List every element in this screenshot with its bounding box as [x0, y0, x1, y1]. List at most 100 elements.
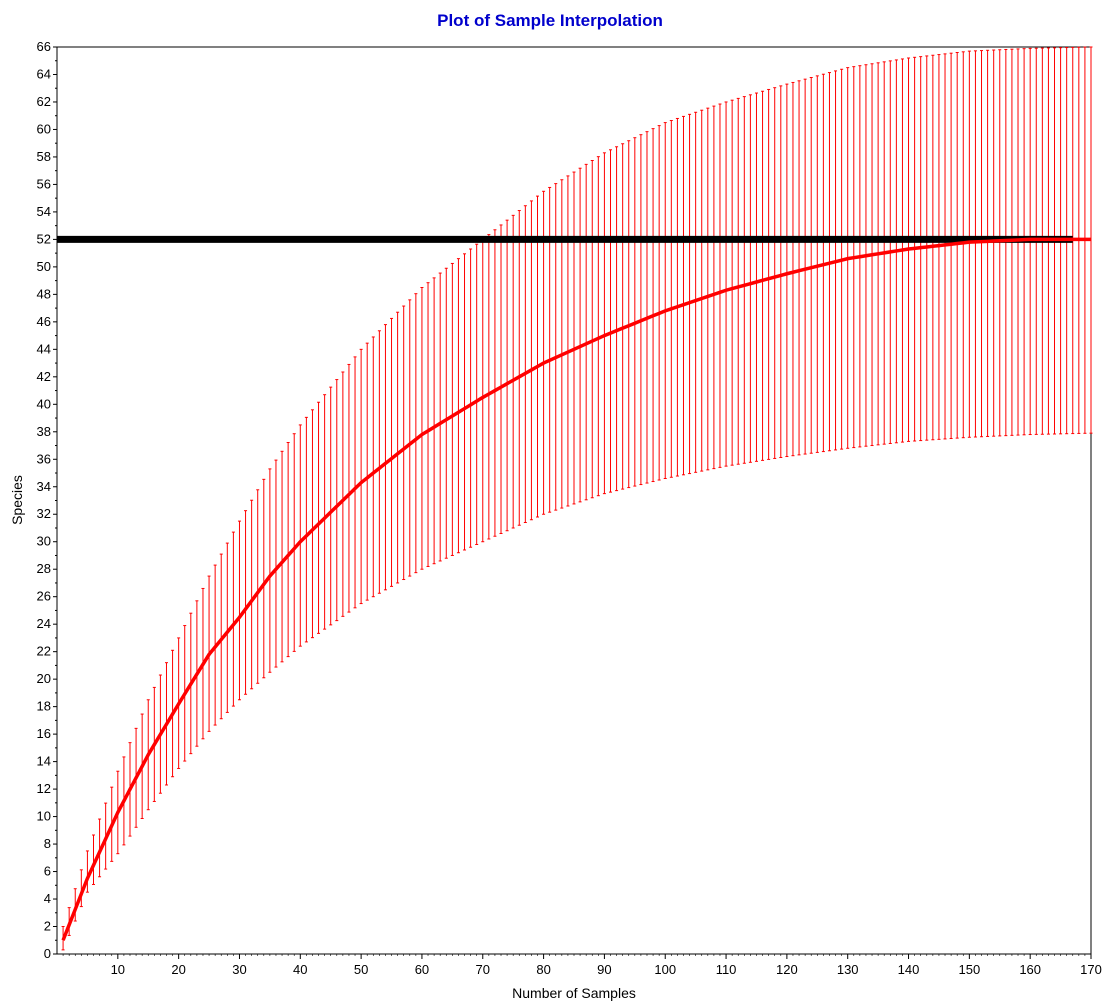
error-bar [487, 234, 491, 540]
error-bar [669, 120, 673, 478]
error-bar [91, 834, 95, 885]
y-tick-label: 20 [37, 671, 51, 686]
error-bar [700, 109, 704, 472]
x-tick-label: 50 [354, 962, 368, 977]
x-tick-label: 20 [171, 962, 185, 977]
error-bar [298, 424, 302, 647]
x-tick-label: 70 [476, 962, 490, 977]
y-tick-label: 28 [37, 561, 51, 576]
error-bar [955, 51, 959, 439]
y-tick-label: 2 [44, 919, 51, 934]
error-bar [809, 77, 813, 454]
x-tick-label: 40 [293, 962, 307, 977]
y-tick-label: 50 [37, 259, 51, 274]
error-bar [560, 179, 564, 509]
error-bar [815, 75, 819, 453]
y-tick-label: 10 [37, 809, 51, 824]
chart-title: Plot of Sample Interpolation [437, 11, 663, 30]
error-bar [371, 336, 375, 598]
error-bar [688, 113, 692, 475]
error-bar [761, 90, 765, 461]
error-bar [231, 531, 235, 707]
error-bar [633, 137, 637, 487]
error-bar [244, 510, 248, 695]
y-tick-label: 54 [37, 204, 51, 219]
error-bar [754, 92, 758, 462]
error-bar [566, 175, 570, 507]
x-tick-label: 170 [1080, 962, 1102, 977]
y-tick-label: 8 [44, 836, 51, 851]
error-bar [572, 171, 576, 505]
error-bar [639, 134, 643, 486]
y-tick-label: 60 [37, 121, 51, 136]
error-bar [773, 87, 777, 459]
error-bars [61, 46, 1093, 951]
error-bar [706, 107, 710, 471]
error-bar [986, 49, 990, 437]
error-bar [785, 83, 789, 458]
error-bar [712, 105, 716, 470]
error-bar [554, 183, 558, 511]
error-bar [523, 205, 527, 523]
y-axis-title: Species [9, 475, 25, 525]
error-bar [657, 125, 661, 481]
error-bar [681, 115, 685, 476]
error-bar [274, 459, 278, 668]
y-tick-label: 18 [37, 699, 51, 714]
y-tick-label: 66 [37, 39, 51, 54]
error-bar [602, 152, 606, 495]
error-bar [675, 117, 679, 477]
x-axis-title: Number of Samples [512, 985, 636, 1001]
x-tick-label: 90 [597, 962, 611, 977]
y-tick-label: 22 [37, 644, 51, 659]
error-bar [444, 267, 448, 559]
error-bar [408, 299, 412, 577]
y-tick-label: 24 [37, 616, 51, 631]
error-bar [383, 324, 387, 591]
x-tick-label: 160 [1019, 962, 1041, 977]
x-tick-label: 80 [536, 962, 550, 977]
error-bar [377, 330, 381, 594]
error-bar [463, 253, 467, 551]
error-bar [992, 49, 996, 437]
error-bar [286, 442, 290, 658]
error-bar [493, 229, 497, 537]
y-tick-label: 36 [37, 451, 51, 466]
x-tick-label: 100 [654, 962, 676, 977]
error-bar [414, 293, 418, 574]
error-bar [268, 468, 272, 673]
error-bar [724, 101, 728, 467]
error-bar [481, 238, 485, 543]
error-bar [359, 348, 363, 605]
error-bar [225, 542, 229, 713]
error-bar [323, 394, 327, 630]
error-bar [578, 167, 582, 503]
error-bar [973, 50, 977, 438]
error-bar [536, 195, 540, 518]
error-bar [627, 140, 631, 489]
curve-group [61, 237, 1091, 941]
y-tick-label: 44 [37, 341, 51, 356]
error-bar [694, 111, 698, 473]
error-bar [396, 311, 400, 584]
error-bar [280, 450, 284, 663]
y-tick-label: 56 [37, 176, 51, 191]
error-bar [499, 224, 503, 534]
error-bar [542, 190, 546, 515]
error-bar [517, 210, 521, 526]
error-bar [250, 499, 254, 690]
y-tick-label: 30 [37, 534, 51, 549]
y-tick-label: 52 [37, 231, 51, 246]
y-tick-label: 6 [44, 864, 51, 879]
error-bar [365, 342, 369, 601]
error-bar [310, 409, 314, 639]
error-bar [608, 149, 612, 493]
error-bar [304, 416, 308, 643]
error-bar [475, 243, 479, 545]
error-bar [590, 160, 594, 499]
y-tick-label: 0 [44, 946, 51, 961]
y-tick-label: 4 [44, 891, 51, 906]
error-bar [596, 156, 600, 497]
error-bar [803, 78, 807, 455]
y-tick-label: 34 [37, 479, 51, 494]
